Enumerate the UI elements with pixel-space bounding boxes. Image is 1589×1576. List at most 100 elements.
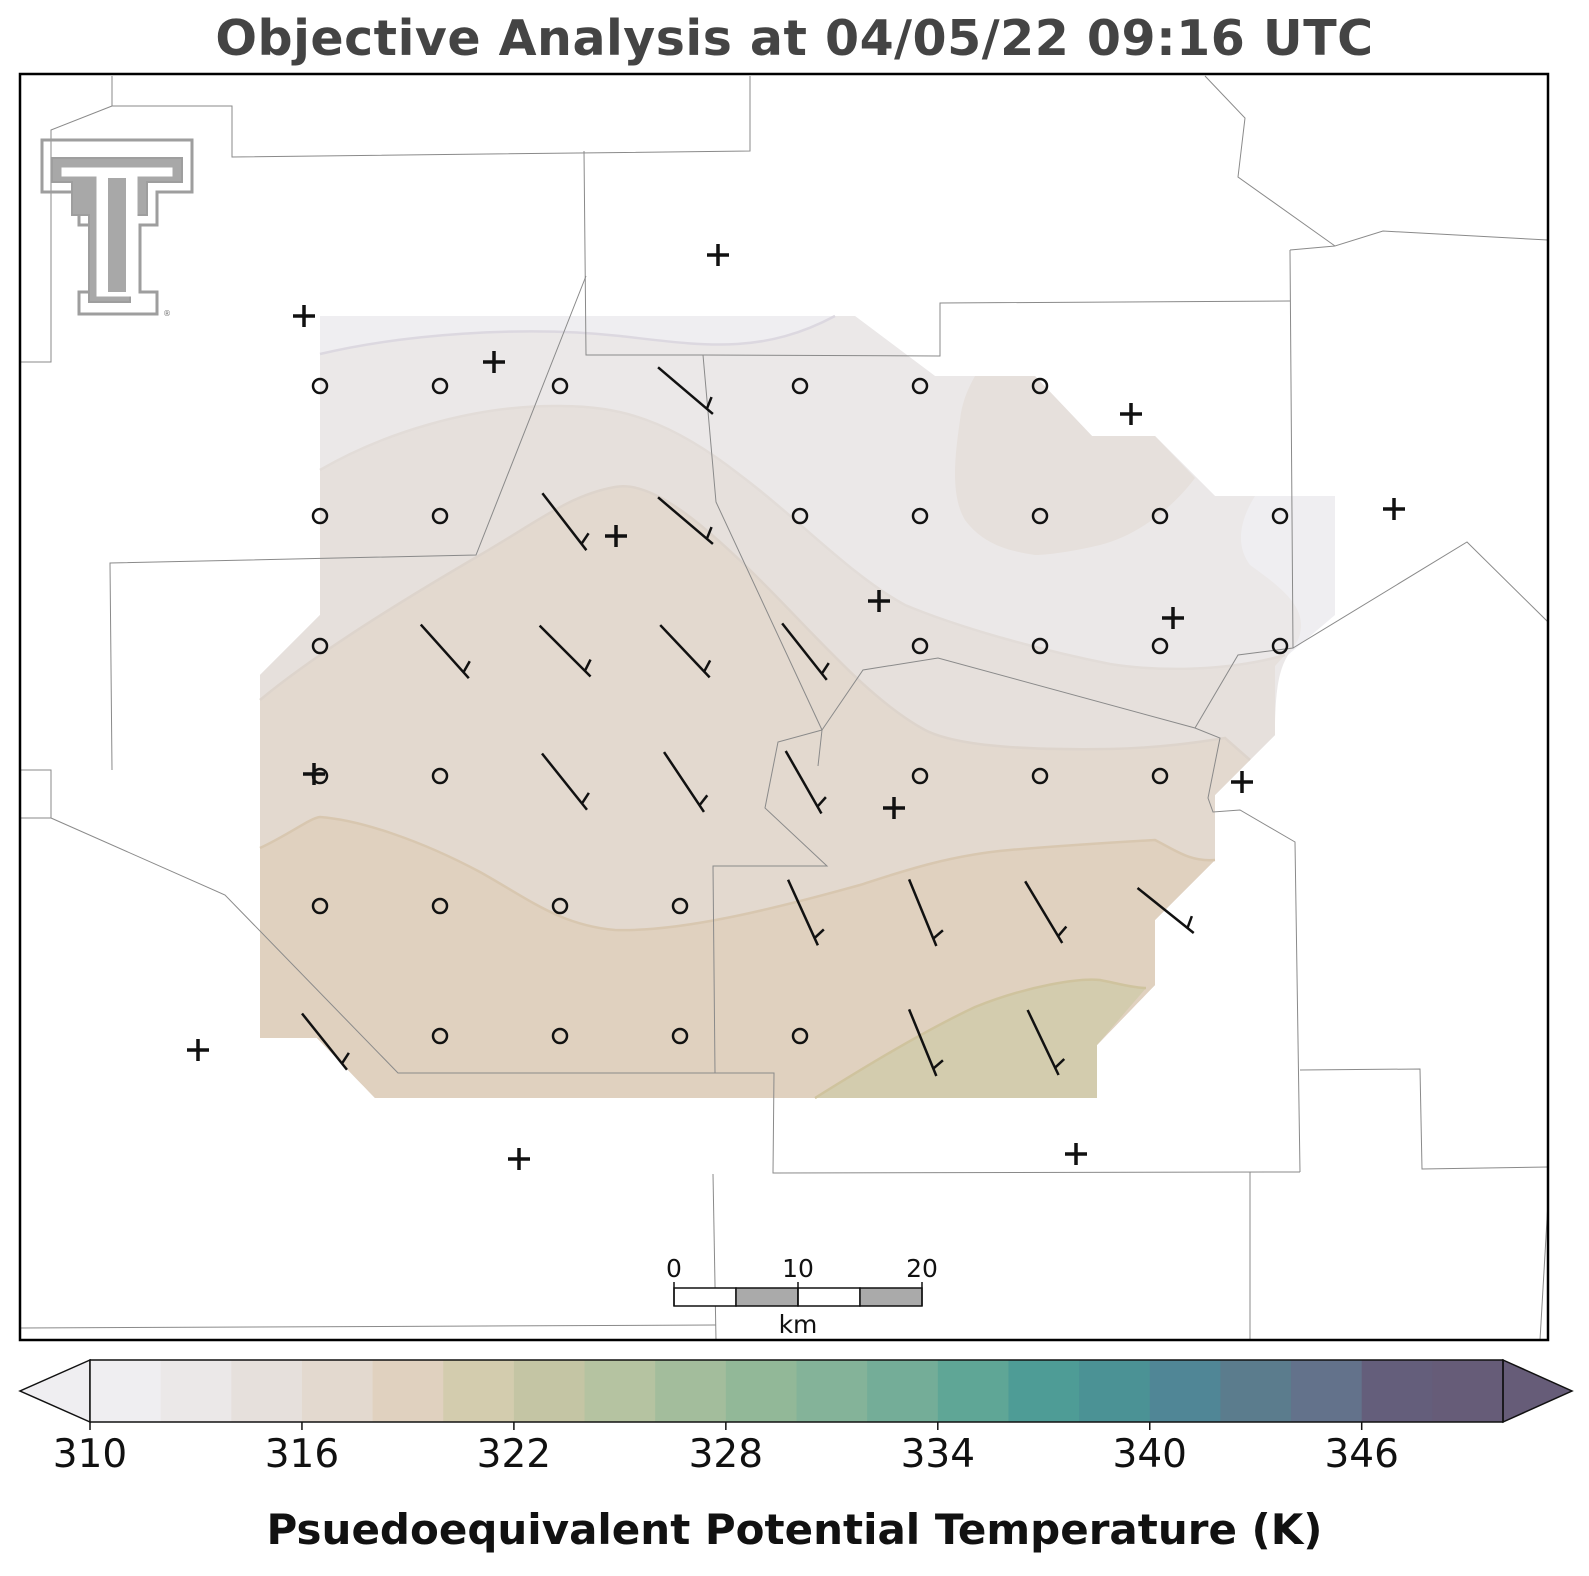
colorbar-cell	[655, 1360, 727, 1422]
calm-circle	[791, 377, 809, 395]
colorbar-cell	[1361, 1360, 1433, 1422]
colorbar-tick-label: 316	[265, 1432, 339, 1477]
colorbar-cell	[1220, 1360, 1292, 1422]
calm-circle	[1031, 507, 1049, 525]
wind-barb	[786, 879, 825, 946]
calm-circle	[791, 507, 809, 525]
calm-circle	[791, 1027, 809, 1045]
wind-barb	[907, 878, 944, 947]
colorbar-tick-label: 346	[1324, 1432, 1398, 1477]
colorbar-cell	[1149, 1360, 1221, 1422]
station-markers	[187, 244, 1405, 1170]
calm-circle	[1031, 767, 1049, 785]
station-marker	[1383, 498, 1405, 520]
scale-label-0: 0	[666, 1254, 682, 1283]
colorbar-cell	[513, 1360, 586, 1422]
colorbar-cell	[1291, 1360, 1363, 1422]
calm-circle	[911, 377, 929, 395]
colorbar-tick-label: 334	[901, 1432, 975, 1477]
wind-barb	[1024, 880, 1068, 944]
calm-circle	[431, 507, 449, 525]
calm-circle	[311, 637, 329, 655]
colorbar-cell	[160, 1360, 232, 1422]
calm-circle	[551, 377, 569, 395]
calm-circle	[1151, 637, 1169, 655]
colorbar-ticks: 310 316 322 328 334 340 346	[53, 1422, 1399, 1477]
wind-barb	[784, 750, 827, 815]
map-frame	[18, 72, 1550, 1342]
calm-circle	[1031, 377, 1049, 395]
calm-circle	[431, 377, 449, 395]
colorbar-extend-high	[1502, 1358, 1574, 1424]
scale-unit: km	[779, 1310, 818, 1339]
calm-circle	[1271, 507, 1289, 525]
calm-circle	[431, 1027, 449, 1045]
wind-barb	[541, 752, 590, 811]
station-marker	[483, 351, 505, 373]
wind-barb	[657, 496, 714, 545]
wind-barb	[657, 366, 714, 415]
scale-label-20: 20	[906, 1254, 938, 1283]
texas-tech-logo: ®	[40, 138, 194, 318]
calm-circle	[1031, 637, 1049, 655]
wind-barb	[659, 624, 712, 679]
wind-barb	[1136, 887, 1195, 934]
colorbar-tick-label: 322	[477, 1432, 551, 1477]
calm-circle	[1151, 507, 1169, 525]
scale-bar: 0 10 20 km	[666, 1254, 938, 1339]
calm-circle	[911, 637, 929, 655]
colorbar-cell	[301, 1360, 374, 1422]
calm-circle	[311, 377, 329, 395]
station-marker	[1231, 771, 1253, 793]
colorbar-tick-label: 340	[1113, 1432, 1187, 1477]
calm-circle	[551, 897, 569, 915]
wind-barb-layer	[301, 366, 1289, 1077]
colorbar-cell	[443, 1360, 515, 1422]
colorbar-cell	[796, 1360, 868, 1422]
station-marker	[508, 1148, 530, 1170]
contour-fill-layer	[259, 314, 1335, 1100]
colorbar-cell	[1432, 1360, 1504, 1422]
calm-circle	[311, 507, 329, 525]
colorbar-cell	[1079, 1360, 1151, 1422]
colorbar-cell	[725, 1360, 797, 1422]
station-marker	[605, 525, 627, 547]
contour-band-314-316-north	[955, 376, 1195, 555]
station-marker	[1120, 403, 1142, 425]
colorbar-cell	[372, 1360, 444, 1422]
station-marker	[868, 590, 890, 612]
colorbar-cell	[1008, 1360, 1080, 1422]
calm-circle	[1151, 767, 1169, 785]
calm-circle	[431, 767, 449, 785]
station-marker	[1162, 607, 1184, 629]
map-panel: ® 0 10 20 km	[18, 72, 1550, 1342]
colorbar-extend-low	[18, 1358, 91, 1424]
wind-barb	[541, 492, 590, 551]
calm-circle	[911, 507, 929, 525]
calm-circle	[671, 897, 689, 915]
station-marker	[187, 1039, 209, 1061]
wind-barb	[419, 623, 471, 680]
station-marker	[303, 763, 325, 785]
calm-circle	[1271, 637, 1289, 655]
station-marker	[293, 305, 315, 327]
wind-barb	[538, 624, 592, 678]
colorbar-tick-label: 310	[53, 1432, 127, 1477]
colorbar-cells	[18, 1358, 1574, 1424]
colorbar-cell	[937, 1360, 1009, 1422]
wind-barb	[662, 751, 709, 813]
calm-circle	[431, 897, 449, 915]
wind-barb	[781, 622, 830, 681]
calm-circle	[311, 897, 329, 915]
station-marker	[883, 797, 905, 819]
colorbar-tick-label: 328	[689, 1432, 763, 1477]
county-boundaries	[20, 75, 1548, 1340]
wind-barb	[1026, 1009, 1066, 1076]
wind-barb	[907, 1008, 944, 1077]
calm-circle	[671, 1027, 689, 1045]
colorbar: 310 316 322 328 334 340 346	[18, 1358, 1574, 1477]
map-title: Objective Analysis at 04/05/22 09:16 UTC	[215, 10, 1374, 67]
logo-registered-mark: ®	[163, 309, 171, 318]
wind-barb	[301, 1012, 350, 1071]
station-marker	[1065, 1143, 1087, 1165]
